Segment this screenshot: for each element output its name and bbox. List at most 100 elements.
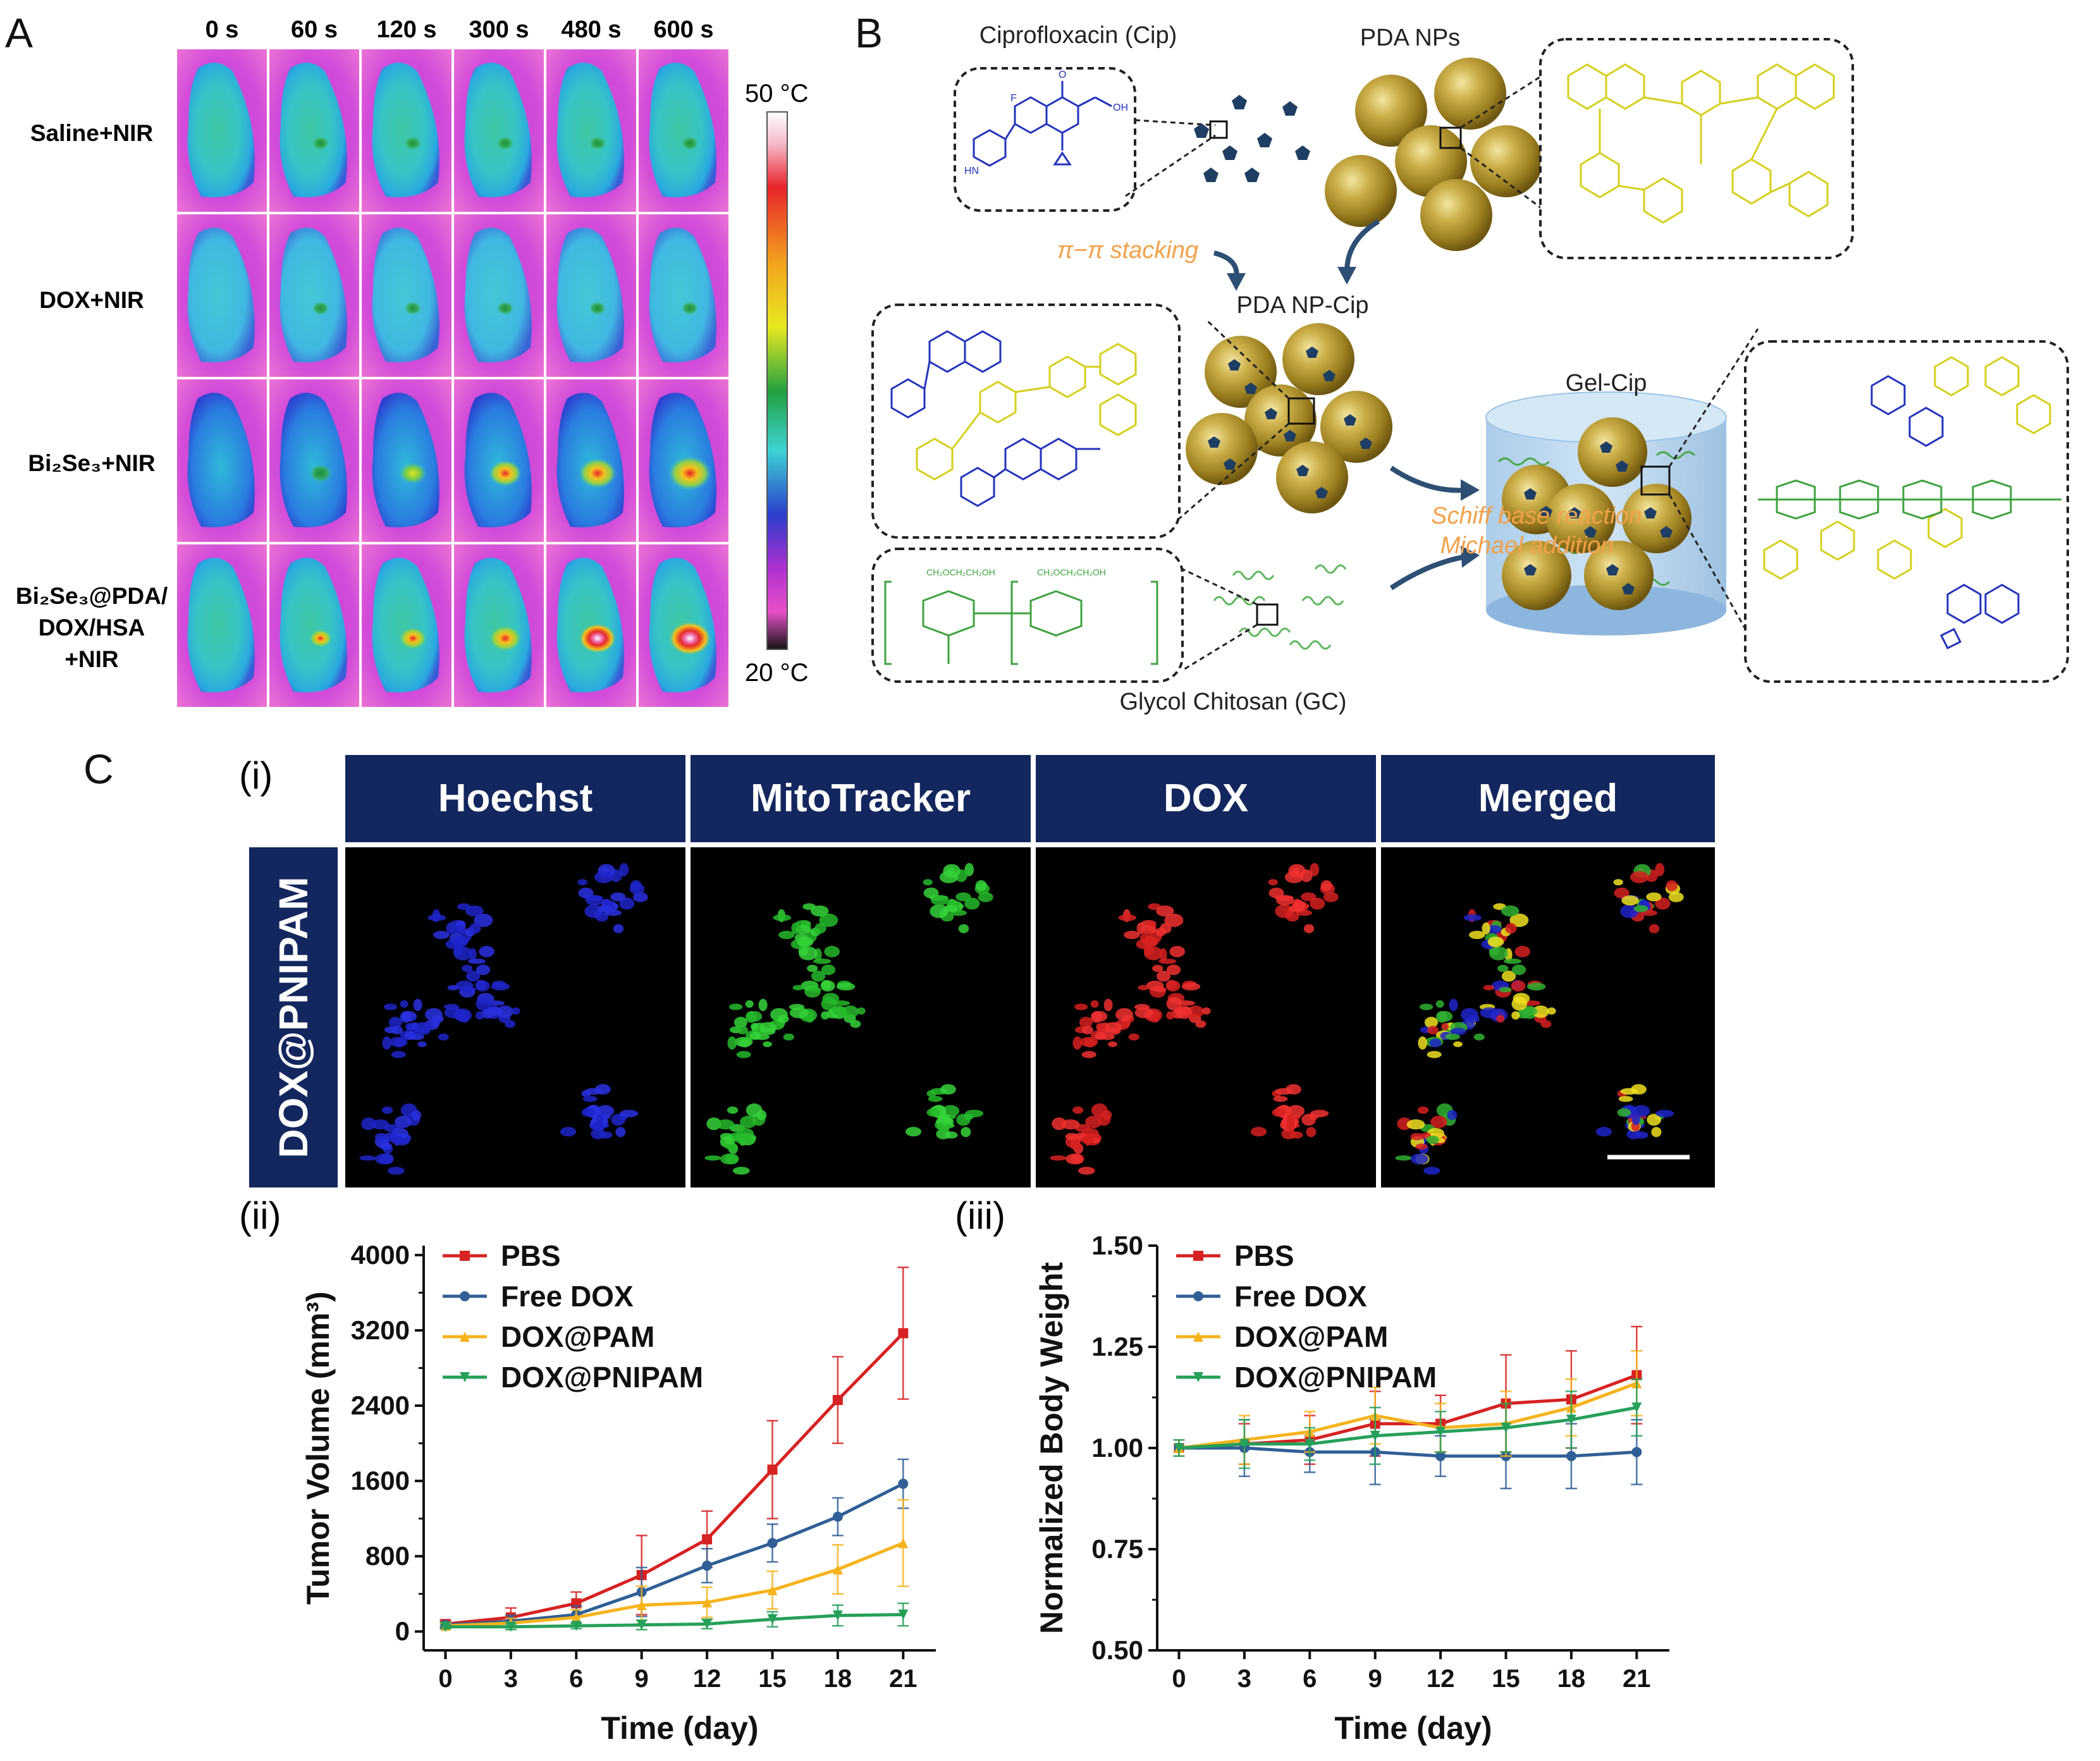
series-line [1179, 1382, 1638, 1450]
legend-label: DOX@PAM [501, 1320, 654, 1353]
row-label-line: +NIR [64, 646, 119, 672]
thermal-image-cell [639, 214, 728, 377]
thermal-image-cell [639, 379, 728, 542]
data-point [636, 1600, 647, 1611]
thermal-image-cell [454, 544, 544, 707]
header-mitotracker: MitoTracker [691, 755, 1031, 842]
x-tick-label: 12 [693, 1665, 721, 1693]
y-tick-label: 1600 [351, 1466, 410, 1495]
pda-structure-yellow [1567, 63, 1835, 224]
data-point [571, 1612, 582, 1623]
x-tick-label: 15 [1492, 1665, 1520, 1693]
time-label: 60 s [291, 16, 338, 43]
x-tick-label: 9 [1368, 1665, 1382, 1693]
thermal-image-cell [546, 544, 636, 707]
legend-label: DOX@PNIPAM [1234, 1361, 1437, 1394]
y-tick-label: 1.50 [1091, 1230, 1143, 1260]
row-label-bi2se3: Bi₂Se₃+NIR [13, 450, 171, 477]
time-label: 300 s [469, 16, 529, 43]
panel-c-sub-ii: (ii) [239, 1194, 281, 1237]
time-label: 480 s [561, 16, 622, 43]
thermal-image-cell [546, 49, 636, 212]
x-tick-label: 3 [504, 1665, 518, 1693]
thermal-image-cell [454, 214, 544, 377]
svg-text:OH: OH [1113, 102, 1128, 113]
pda-nps-label: PDA NPs [1360, 25, 1460, 51]
data-point [832, 1564, 843, 1574]
data-point [898, 1538, 909, 1549]
series-line [1179, 1406, 1637, 1450]
row-label-dox: DOX+NIR [13, 287, 171, 314]
time-label: 0 s [205, 16, 239, 43]
x-tick-label: 6 [1303, 1665, 1317, 1693]
header-dox: DOX [1036, 755, 1376, 842]
y-tick-label: 800 [365, 1541, 410, 1571]
data-point [1435, 1451, 1446, 1461]
series-dox-pnipam [439, 1602, 909, 1632]
data-point [1566, 1414, 1576, 1425]
y-tick-label: 4000 [351, 1240, 410, 1270]
row-label-bi2se3-pda-dox-hsa: Bi₂Se₃@PDA/ DOX/HSA +NIR [6, 580, 177, 675]
data-point [702, 1561, 713, 1571]
thermal-image-cell [177, 49, 267, 212]
row-label-line: Saline+NIR [30, 120, 154, 146]
data-point [1370, 1430, 1380, 1441]
gc-chains [1213, 564, 1347, 650]
thermal-image-cell [269, 544, 359, 707]
data-point [1501, 1423, 1511, 1433]
data-point [767, 1585, 778, 1595]
row-label-line: DOX/HSA [38, 615, 145, 641]
thermal-image-cell [269, 214, 359, 377]
thermal-image-cell [546, 214, 636, 377]
cip-label: Ciprofloxacin (Cip) [979, 22, 1177, 49]
cip-pentagons [1194, 95, 1310, 182]
data-point [702, 1534, 713, 1545]
row-label-box: DOX@PNIPAM [249, 847, 338, 1187]
gel-cip-structure [1758, 356, 2061, 650]
data-point [767, 1538, 778, 1549]
panel-c-sub-iii: (iii) [955, 1194, 1005, 1237]
x-axis-label: Time (day) [1334, 1710, 1492, 1746]
data-point [767, 1614, 778, 1624]
data-point [1305, 1439, 1315, 1449]
thermal-image-cell [177, 214, 267, 377]
data-point [832, 1395, 843, 1406]
svg-text:CH₂OCH₂CH₂OH: CH₂OCH₂CH₂OH [1037, 567, 1106, 577]
data-point [1193, 1251, 1203, 1261]
data-point [460, 1291, 470, 1301]
y-tick-label: 1.00 [1091, 1433, 1143, 1463]
svg-text:O: O [1059, 70, 1066, 80]
tumor-volume-chart: 0 800 1600 2400 3200 4000 0 3 6 9 12 15 18 21 Time (da… [300, 1239, 936, 1746]
glycol-chitosan-structure [884, 580, 1158, 665]
row-label-line: DOX+NIR [39, 287, 144, 313]
data-point [460, 1372, 470, 1382]
thermal-image-cell [639, 49, 728, 212]
row-label-saline: Saline+NIR [13, 120, 171, 147]
thermal-image-cell [362, 214, 451, 377]
thermal-image-cell [269, 49, 359, 212]
series-line [445, 1542, 904, 1628]
x-tick-label: 12 [1427, 1665, 1455, 1693]
data-point [898, 1609, 909, 1620]
data-point [1193, 1291, 1203, 1301]
series-line [445, 1482, 904, 1627]
fluorescence-signal [359, 862, 648, 1175]
data-point [1239, 1439, 1250, 1449]
x-tick-label: 18 [1557, 1665, 1586, 1693]
pi-stacking-label: π−π stacking [1057, 237, 1198, 264]
legend-label: Free DOX [501, 1280, 634, 1313]
data-point [832, 1511, 843, 1522]
data-point [636, 1619, 647, 1630]
thermal-image-cell [362, 379, 451, 542]
fluorescence-signal [1395, 862, 1684, 1175]
pda-cip-structure [890, 330, 1137, 507]
thermal-image-cell [362, 544, 451, 707]
legend-label: PBS [501, 1239, 561, 1272]
fluorescence-signal [704, 862, 993, 1175]
thermal-image-cell [269, 379, 359, 542]
temperature-colorbar [766, 111, 788, 650]
channel-header-row: Hoechst MitoTracker DOX Merged [345, 755, 1715, 842]
y-tick-label: 2400 [351, 1390, 410, 1420]
x-tick-label: 0 [438, 1665, 452, 1693]
panel-c-letter: C [83, 746, 114, 792]
